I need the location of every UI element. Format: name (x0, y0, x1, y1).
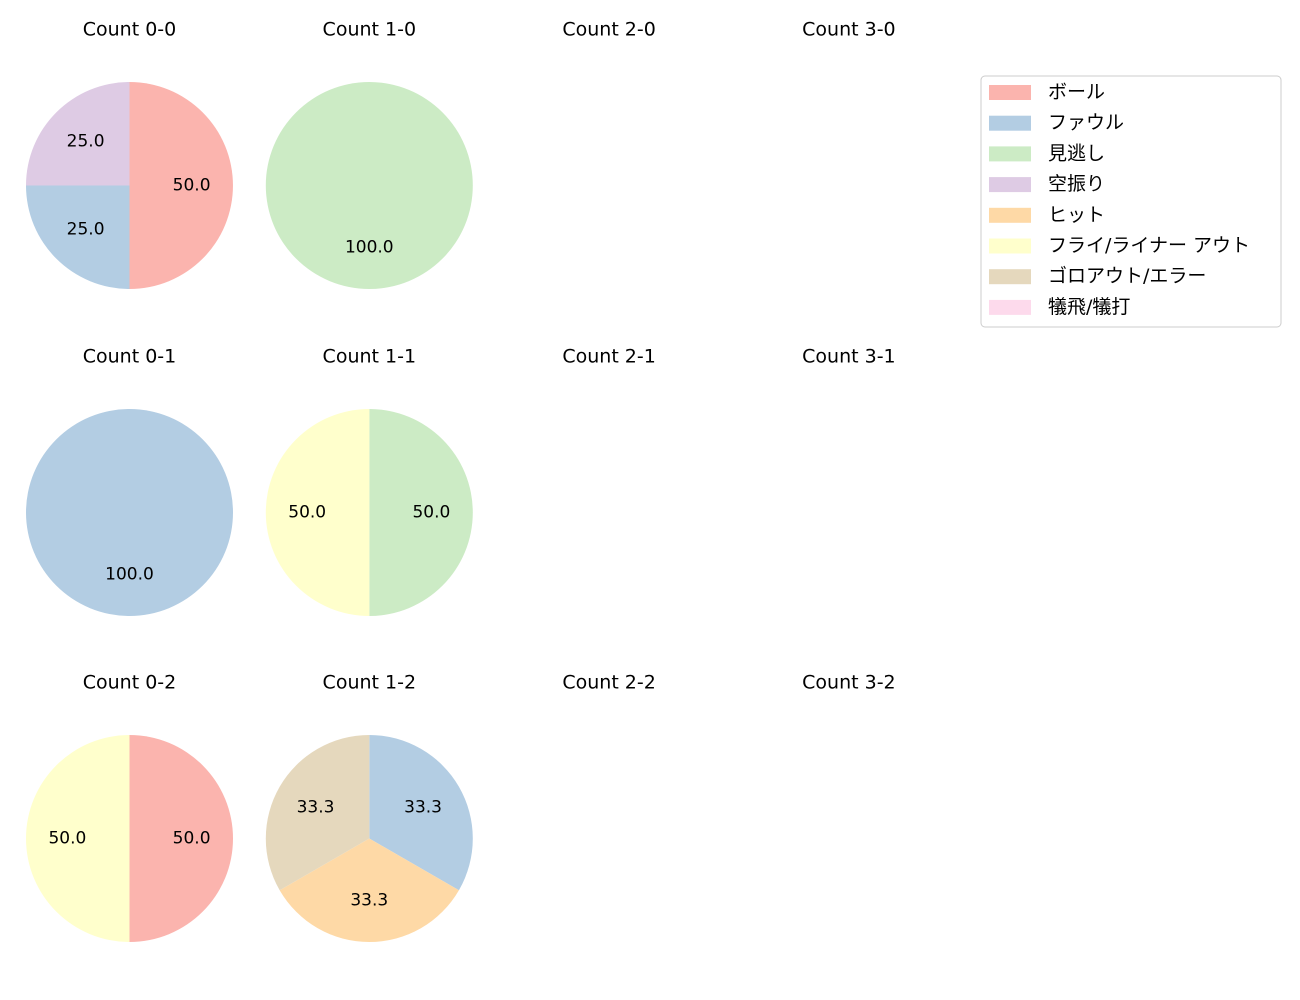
pie-panel: Count 1-2 33.3 33.3 33.3 (265, 672, 473, 942)
pie-slice (265, 735, 370, 891)
slice-percent-label: 50.0 (173, 829, 211, 849)
legend-swatch (989, 115, 1031, 131)
pie-title: Count 1-1 (323, 346, 417, 368)
pie-title: Count 3-2 (802, 672, 896, 694)
legend-label: 空振り (1048, 173, 1105, 195)
pie-title: Count 0-2 (83, 672, 177, 694)
legend-frame (980, 75, 1282, 328)
pie-panel: Count 1-0 100.0 (265, 19, 473, 289)
pie-title: Count 2-0 (562, 19, 656, 41)
legend-label: 見逃し (1048, 142, 1105, 164)
pie-panel: Count 3-0 (802, 19, 896, 41)
pie-slice (129, 82, 233, 289)
pie-title: Count 3-1 (802, 346, 896, 368)
pie-panel: Count 0-0 50.0 25.0 25.0 (26, 19, 233, 289)
pie-title: Count 0-0 (83, 19, 177, 41)
legend-label: ファウル (1048, 112, 1124, 134)
pie-panel: Count 0-2 50.0 50.0 (25, 672, 234, 942)
pie-title: Count 2-2 (562, 672, 656, 694)
pie-title: Count 3-0 (802, 19, 896, 41)
legend-swatch (989, 207, 1031, 223)
slice-percent-label: 100.0 (345, 238, 394, 258)
legend-swatch (989, 238, 1031, 254)
legend-label: ヒット (1048, 204, 1105, 226)
slice-percent-label: 50.0 (288, 503, 326, 523)
pie-panel: Count 3-2 (802, 672, 896, 694)
pie-panel: Count 1-1 50.0 50.0 (265, 346, 473, 616)
legend-label: ゴロアウト/エラー (1048, 265, 1206, 287)
slice-percent-label: 50.0 (412, 503, 450, 523)
slice-percent-label: 25.0 (67, 219, 105, 239)
slice-percent-label: 25.0 (67, 132, 105, 152)
slice-percent-label: 33.3 (297, 797, 335, 817)
legend-swatch (989, 299, 1031, 315)
pie-slice (369, 409, 473, 616)
slice-percent-label: 33.3 (404, 797, 442, 817)
legend-label: 犠飛/犠打 (1048, 296, 1130, 318)
pie-panel: Count 3-1 (802, 346, 896, 368)
pie-title: Count 0-1 (83, 346, 177, 368)
slice-percent-label: 33.3 (350, 891, 388, 911)
pie-title: Count 1-2 (323, 672, 417, 694)
pie-slice (265, 82, 473, 289)
legend-label: フライ/ライナー アウト (1048, 235, 1250, 257)
pie-slice (26, 409, 233, 616)
legend-swatch (989, 269, 1031, 285)
pie-slice (26, 185, 130, 289)
legend-label: ボール (1048, 81, 1105, 103)
slice-percent-label: 50.0 (48, 829, 86, 849)
legend-swatch (989, 85, 1031, 100)
pie-slice (25, 735, 130, 942)
pie-panel: Count 2-1 (562, 346, 656, 368)
pie-slice (369, 735, 473, 891)
pie-slice (265, 409, 370, 616)
pie-panel: Count 2-0 (562, 19, 656, 41)
pie-title: Count 2-1 (562, 346, 656, 368)
legend-swatch (989, 146, 1031, 162)
pie-title: Count 1-0 (323, 19, 417, 41)
legend-swatch (989, 177, 1031, 193)
pie-slice (129, 735, 234, 942)
pie-slice (26, 82, 130, 186)
pie-panel: Count 2-2 (562, 672, 656, 694)
pie-panel: Count 0-1 100.0 (26, 346, 233, 616)
slice-percent-label: 100.0 (105, 565, 154, 585)
slice-percent-label: 50.0 (173, 176, 211, 196)
